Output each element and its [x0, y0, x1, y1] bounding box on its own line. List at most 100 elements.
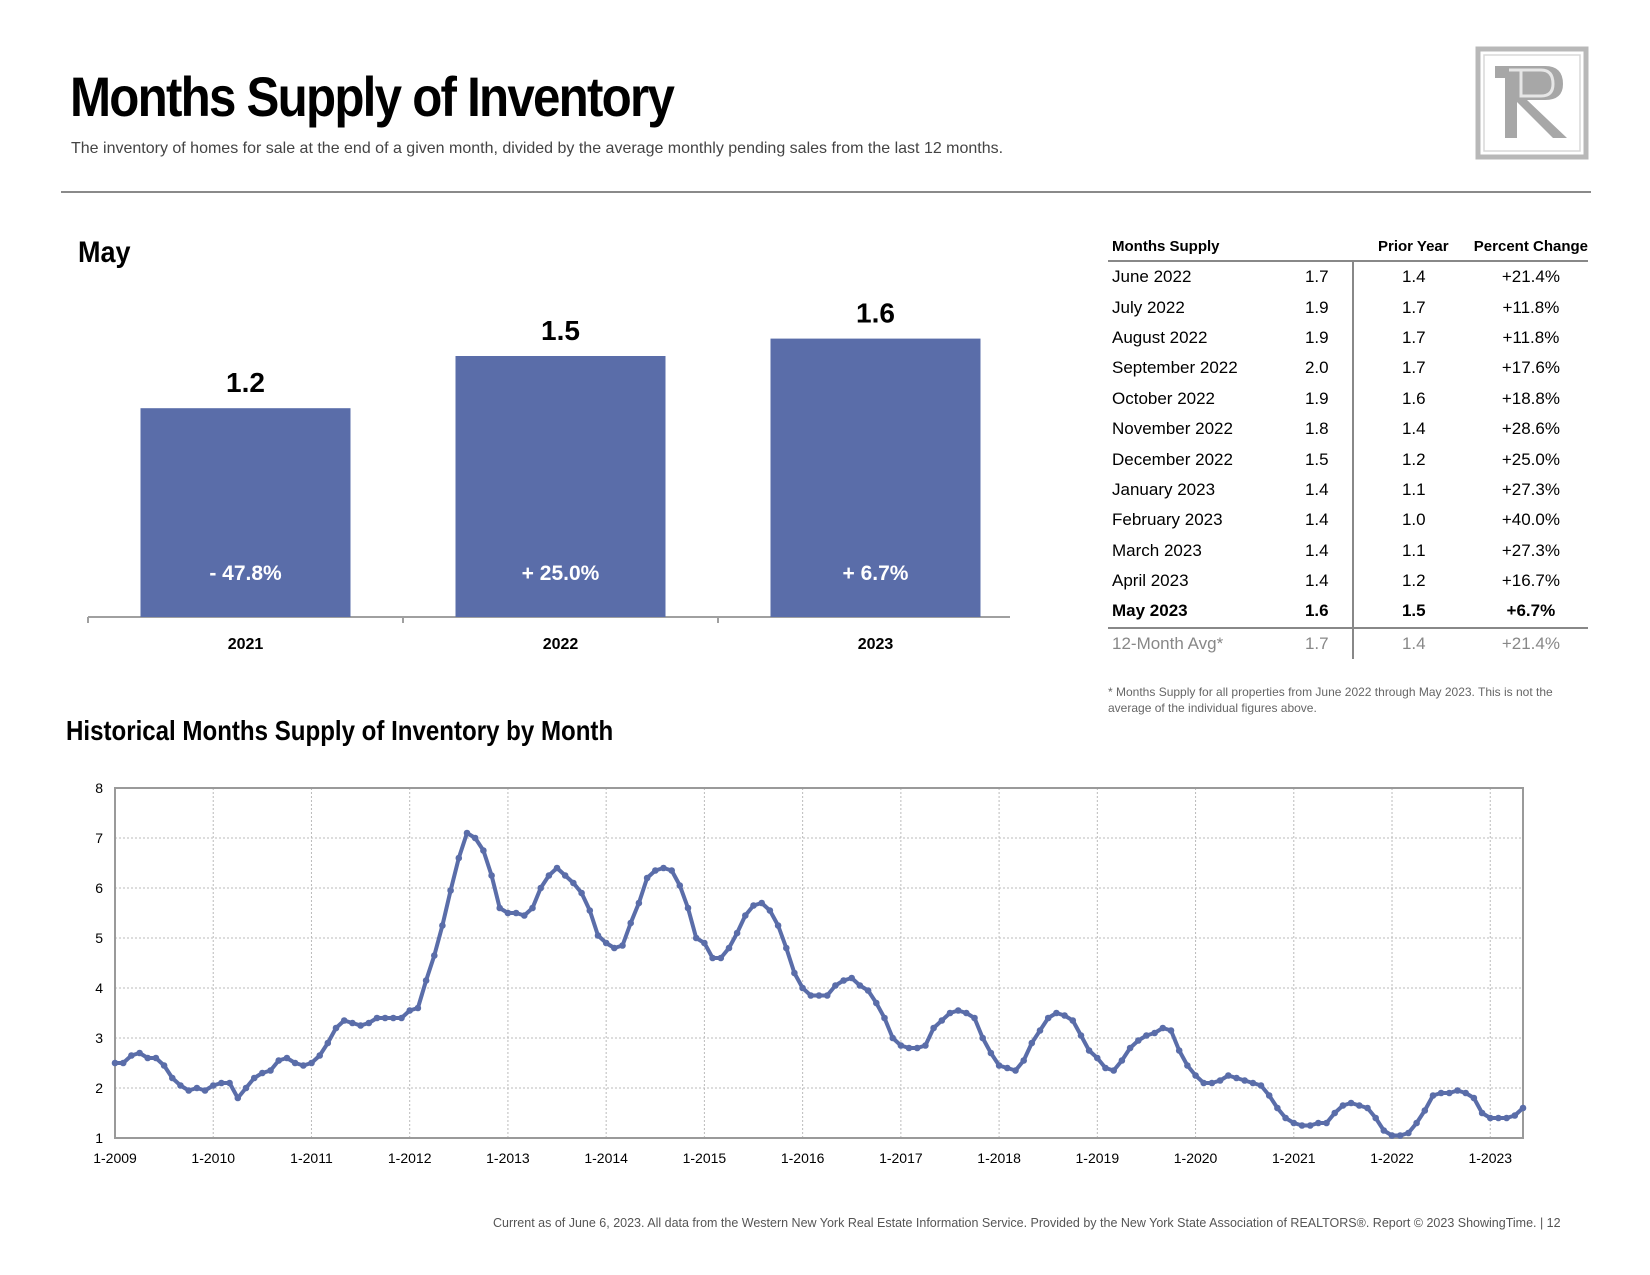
data-point [619, 942, 626, 949]
row-label: October 2022 [1112, 388, 1216, 408]
data-point [1511, 1112, 1519, 1119]
data-point [447, 887, 454, 894]
y-tick-label: 4 [95, 980, 103, 996]
row-prior: 1.1 [1401, 479, 1426, 499]
row-label: February 2023 [1112, 510, 1223, 530]
x-tick-label: 1-2015 [683, 1150, 727, 1166]
row-current: 1.9 [1277, 292, 1354, 323]
x-tick-label: 1-2013 [486, 1150, 530, 1166]
series-line [115, 831, 1525, 1138]
data-point [570, 879, 577, 887]
data-point [1085, 1047, 1093, 1054]
data-point [480, 847, 487, 854]
x-tick-label: 1-2014 [584, 1150, 628, 1166]
data-point [1446, 1089, 1453, 1097]
history-line-chart: 1 2 3 4 5 6 7 8 1-2009 1-2010 1-2011 1-2012 1-2013 1-… [93, 780, 1527, 1166]
data-point [300, 1062, 307, 1069]
data-point [111, 1059, 119, 1067]
table-footnote: * Months Supply for all properties from … [1108, 685, 1553, 715]
row-current: 1.7 [1277, 261, 1354, 293]
data-point [905, 1044, 913, 1052]
row-current: 1.4 [1277, 535, 1354, 566]
data-point [529, 904, 536, 912]
data-point [316, 1052, 323, 1059]
table-row: November 2022 1.8 1.4 +28.6% [1108, 413, 1588, 445]
data-point [1216, 1077, 1224, 1084]
data-point [275, 1057, 282, 1064]
data-point [152, 1054, 160, 1062]
col-prior-year: Prior Year [1352, 234, 1470, 262]
table-row: August 2022 1.9 1.7 +11.8% [1108, 322, 1588, 354]
data-point [504, 909, 512, 917]
data-point [1274, 1104, 1281, 1112]
data-point [373, 1014, 381, 1022]
data-point [1405, 1129, 1412, 1137]
row-prior: 1.2 [1401, 449, 1426, 469]
table-row: December 2022 1.5 1.2 +25.0% [1108, 444, 1588, 475]
data-point [578, 889, 585, 897]
data-point [602, 939, 610, 947]
data-point [660, 864, 667, 872]
data-point [946, 1009, 954, 1017]
data-point [652, 867, 659, 874]
row-label: March 2023 [1112, 540, 1202, 560]
data-point [1249, 1079, 1257, 1087]
data-point [324, 1039, 332, 1047]
data-point [995, 1062, 1003, 1069]
row-current: 1.5 [1277, 444, 1354, 475]
header-divider [61, 191, 1591, 193]
data-point [1004, 1064, 1011, 1072]
row-current: 1.4 [1277, 505, 1354, 536]
data-point [701, 939, 708, 947]
data-point [742, 912, 749, 919]
data-point [692, 934, 700, 942]
data-point [365, 1019, 373, 1027]
data-point [431, 952, 438, 959]
data-point [537, 884, 544, 892]
months-supply-table: Months Supply Prior Year Percent Change … [1108, 234, 1588, 660]
row-prior: 1.6 [1401, 388, 1426, 408]
data-point [774, 922, 782, 929]
row-label: August 2022 [1112, 327, 1208, 347]
data-point [807, 992, 815, 999]
data-point [381, 1014, 389, 1022]
data-point [1167, 1027, 1175, 1034]
data-point [815, 992, 823, 999]
data-point [1470, 1094, 1478, 1102]
data-point [1339, 1102, 1347, 1109]
rr-monogram-logo [1475, 46, 1589, 160]
data-point [1364, 1104, 1371, 1112]
x-tick-label: 1-2023 [1468, 1150, 1512, 1166]
data-point [1200, 1079, 1207, 1087]
data-point [1225, 1072, 1232, 1079]
data-point [136, 1049, 143, 1057]
data-point [799, 984, 806, 992]
data-point [1241, 1077, 1248, 1084]
data-point [398, 1014, 405, 1022]
data-point [1331, 1109, 1338, 1117]
row-prior: 1.2 [1401, 571, 1426, 591]
data-point [733, 929, 741, 937]
plot-frame [114, 787, 1524, 1139]
data-point [709, 954, 716, 962]
data-point [954, 1007, 962, 1014]
data-point [1519, 1104, 1527, 1112]
row-current: 1.6 [1277, 596, 1354, 629]
x-tick-label: 1-2016 [781, 1150, 825, 1166]
data-point [1454, 1087, 1461, 1094]
bar-2022 [455, 356, 666, 617]
data-point [553, 864, 561, 872]
data-point [332, 1024, 340, 1032]
data-point [922, 1042, 929, 1049]
data-point [840, 977, 847, 984]
data-point [119, 1059, 127, 1067]
data-point [1159, 1024, 1167, 1032]
col-percent-change: Percent Change [1469, 234, 1588, 262]
bar-2023 [770, 338, 981, 617]
x-tick-label: 1-2019 [1076, 1150, 1120, 1166]
data-point [684, 904, 692, 912]
row-current: 1.7 [1277, 627, 1354, 660]
data-point [1380, 1127, 1388, 1134]
data-point [1388, 1132, 1396, 1139]
data-point [676, 882, 684, 889]
